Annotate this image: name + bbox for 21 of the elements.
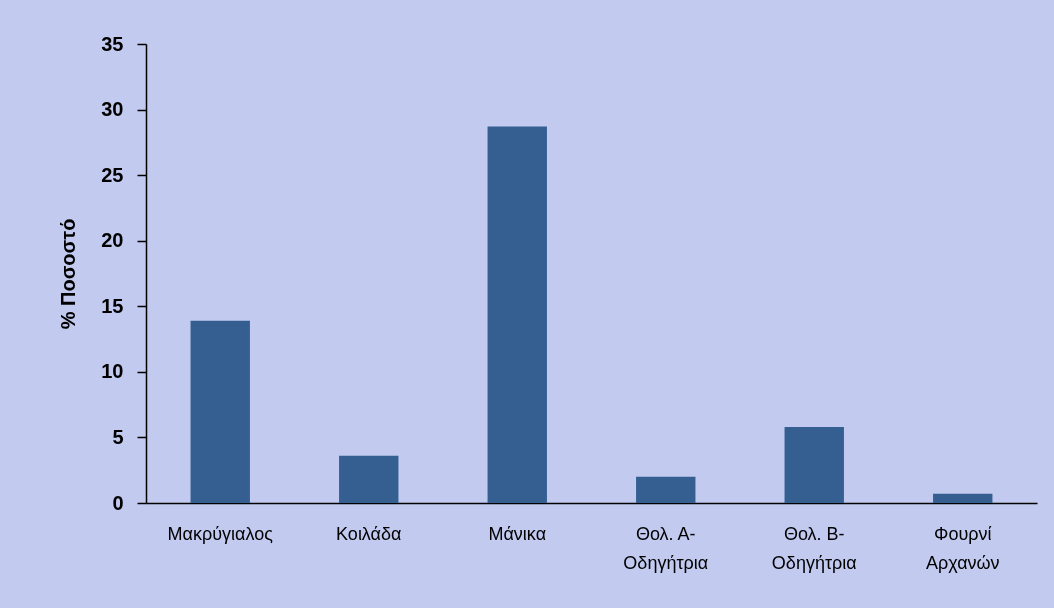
y-tick-label: 25 (101, 163, 124, 186)
x-tick-label: Μακρύγιαλος (167, 523, 274, 544)
x-tick-label: Μάνικα (488, 523, 547, 544)
bar (933, 493, 993, 503)
x-tick-label: Κοιλάδα (336, 523, 402, 544)
bar (784, 426, 844, 503)
y-tick-label: 20 (101, 229, 124, 252)
y-tick-label: 10 (101, 360, 124, 383)
bar (487, 126, 547, 503)
bar (636, 476, 696, 503)
y-tick-label: 15 (101, 294, 124, 317)
y-tick-label: 35 (101, 32, 124, 55)
bar (190, 320, 250, 503)
y-tick-label: 5 (112, 425, 124, 448)
y-tick-label: 0 (112, 491, 124, 514)
x-tick-label: Θολ. Α-Οδηγήτρια (623, 523, 709, 573)
y-axis-title: % Ποσοστό (57, 218, 80, 330)
x-tick-label: Φουρνί Αρχανών (925, 523, 1000, 573)
bar (339, 455, 399, 503)
y-tick-label: 30 (101, 98, 124, 121)
x-tick-label: Θολ. Β-Οδηγήτρια (771, 523, 857, 573)
